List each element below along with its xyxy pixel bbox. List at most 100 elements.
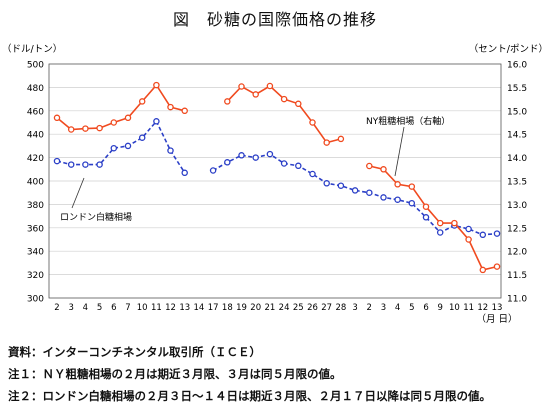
x-tick-label: 3 [68, 303, 73, 313]
ny-data-point [309, 119, 316, 126]
x-tick-label: 17 [208, 303, 219, 313]
x-tick-label: 5 [97, 303, 102, 313]
x-tick-label: 12 [165, 303, 176, 313]
london-data-point [138, 134, 146, 141]
y-left-tick-label: 300 [27, 295, 44, 305]
ny-data-point [167, 103, 174, 111]
x-axis-unit: （月 日） [476, 313, 517, 325]
london-data-point [224, 159, 231, 166]
x-tick-label: 2 [54, 303, 59, 313]
ny-data-point [408, 183, 416, 190]
ny-data-point [451, 219, 458, 227]
y-right-tick-label: 13.5 [507, 178, 527, 188]
ny-data-point [67, 126, 75, 133]
ny-series-line [369, 165, 498, 271]
ny-data-point [252, 91, 259, 98]
y-left-tick-label: 440 [27, 131, 44, 141]
london-data-point [465, 225, 472, 233]
london-data-point [380, 194, 387, 201]
y-left-tick-label: 460 [27, 107, 44, 117]
y-right-tick-label: 15.5 [507, 84, 527, 94]
ny-data-point [238, 83, 245, 90]
london-data-point [209, 167, 217, 174]
london-data-point [479, 231, 487, 239]
y-right-tick-label: 14.5 [507, 131, 527, 141]
y-left-tick-label: 500 [27, 61, 44, 71]
ny-data-point [380, 166, 387, 173]
legend-ny-label: NY粗糖相場（右軸） [366, 115, 450, 127]
ny-data-point [295, 100, 302, 108]
ny-series-line [56, 83, 185, 131]
y-left-tick-label: 480 [27, 84, 44, 94]
x-tick-label: 6 [423, 303, 428, 313]
ny-legend-leader [394, 126, 405, 177]
legend-london-label: ロンドン白糖相場 [60, 211, 132, 223]
footnotes: 資料：インターコンチネンタル取引所（ＩＣＥ） 注１：ＮＹ粗糖相場の２月は期近３月… [8, 341, 491, 407]
x-tick-label: 5 [409, 303, 414, 313]
right-axis-ticks: 16.0 15.5 15.0 14.5 14.0 13.5 13.0 12.5 12.0 11.5… [507, 61, 527, 305]
x-tick-label: 3 [381, 303, 386, 313]
x-tick-label: 12 [477, 303, 488, 313]
y-right-tick-label: 14.0 [507, 154, 527, 164]
x-tick-label: 3 [352, 303, 357, 313]
x-tick-label: 10 [137, 303, 148, 313]
x-tick-label: 10 [449, 303, 460, 313]
london-data-point [238, 152, 245, 159]
london-data-point [295, 162, 302, 170]
london-data-point [408, 199, 416, 207]
x-tick-label: 24 [279, 303, 290, 313]
right-axis-unit: （セント/ポンド） [469, 43, 548, 55]
ny-data-point [138, 98, 146, 105]
london-data-point [394, 196, 401, 203]
ny-data-point [280, 95, 288, 103]
london-data-point [422, 214, 430, 221]
london-data-point [153, 118, 160, 125]
london-data-point [309, 170, 316, 178]
ny-data-point [110, 119, 118, 126]
x-tick-label: 4 [83, 303, 88, 313]
london-data-point [110, 144, 118, 152]
ny-data-point [337, 135, 345, 143]
left-axis-ticks: 500 480 460 440 420 400 380 360 340 320 300 [27, 61, 44, 305]
x-tick-label: 25 [293, 303, 304, 313]
ny-data-point [124, 114, 132, 122]
london-data-point [124, 142, 132, 150]
y-left-tick-label: 320 [27, 271, 44, 281]
ny-data-point [53, 114, 61, 122]
y-right-tick-label: 12.0 [507, 248, 527, 258]
london-data-point [280, 160, 288, 167]
x-tick-label: 13 [179, 303, 190, 313]
x-tick-label: 9 [438, 303, 443, 313]
london-data-point [252, 154, 259, 161]
note-2: 注２：ロンドン白糖相場の２月３日～１４日は期近３月限、２月１７日以降は同５月限の… [8, 389, 491, 403]
london-data-point [493, 230, 501, 237]
london-data-point [82, 161, 89, 168]
london-data-point [53, 157, 61, 165]
y-right-tick-label: 16.0 [507, 61, 527, 71]
chart-title: 図 砂糖の国際価格の推移 [172, 10, 377, 29]
grid-lines [49, 87, 501, 275]
sugar-price-chart: （ドル/トン） （セント/ポンド） 5004804604404204003803… [2, 43, 548, 325]
y-left-tick-label: 380 [27, 201, 44, 211]
x-tick-label: 13 [492, 303, 503, 313]
x-tick-label: 20 [250, 303, 261, 313]
london-data-point [67, 161, 75, 168]
london-data-point [96, 161, 103, 168]
ny-data-point [224, 98, 231, 105]
plot-frame [48, 63, 502, 299]
london-legend-leader [71, 177, 85, 209]
x-tick-label: 27 [321, 303, 332, 313]
x-tick-label: 7 [125, 303, 130, 313]
x-tick-label: 26 [307, 303, 318, 313]
ny-data-point [394, 181, 401, 188]
source-note: 資料：インターコンチネンタル取引所（ＩＣＥ） [8, 345, 261, 359]
x-tick-label: 14 [194, 303, 205, 313]
x-tick-label: 21 [264, 303, 275, 313]
london-series-line [56, 119, 186, 174]
x-tick-label: 6 [111, 303, 116, 313]
ny-data-point [181, 107, 188, 115]
series-layer [53, 81, 501, 274]
london-data-point [181, 169, 188, 177]
y-right-tick-label: 12.5 [507, 224, 527, 234]
x-tick-label: 18 [222, 303, 233, 313]
